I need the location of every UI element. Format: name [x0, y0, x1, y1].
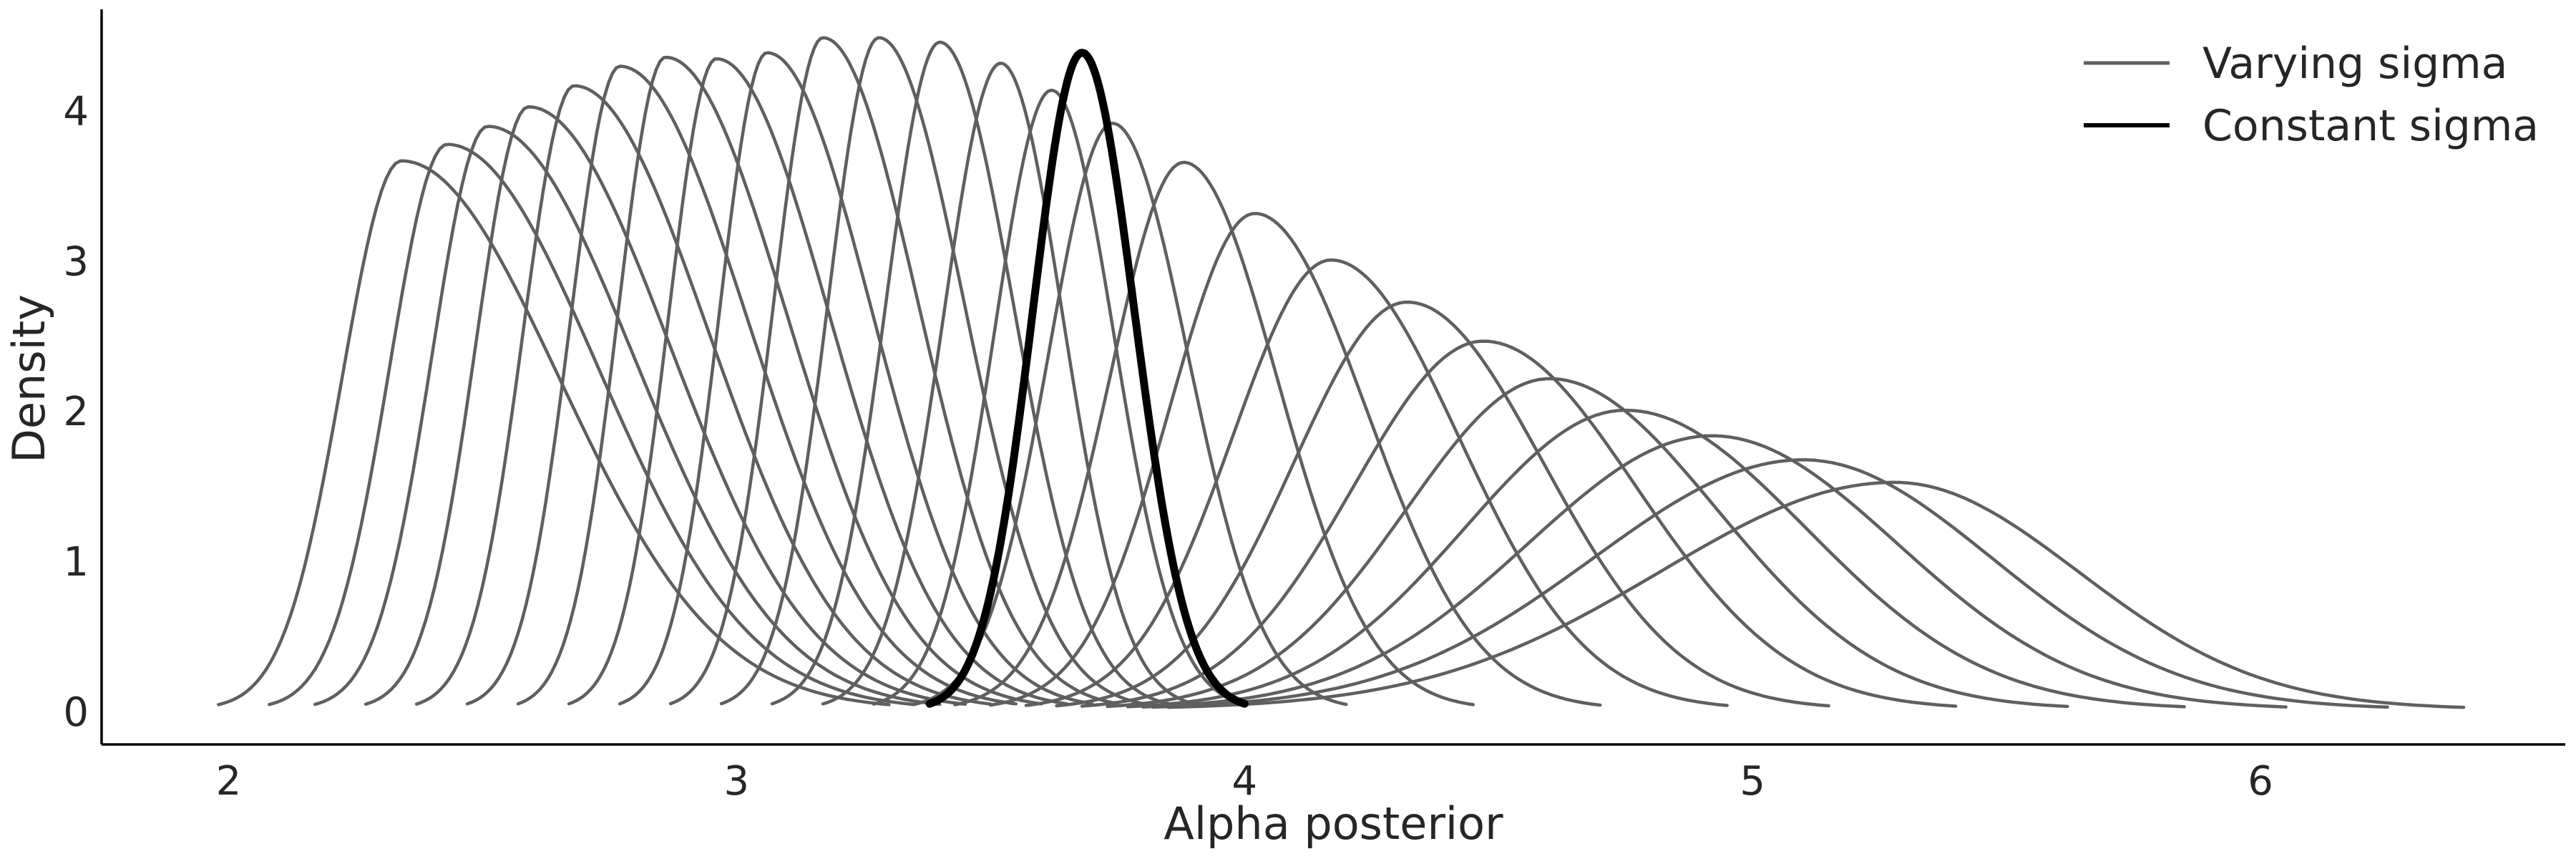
varying-sigma-curve	[465, 64, 1018, 706]
varying-sigma-curve	[313, 125, 942, 707]
varying-sigma-curve	[989, 211, 1602, 707]
x-tick-label: 4	[1231, 758, 1257, 805]
x-tick-label: 2	[216, 758, 242, 805]
varying-sigma-curve	[1080, 339, 1958, 708]
density-curves	[217, 36, 2466, 709]
x-tick-label: 5	[1740, 758, 1765, 805]
x-axis-label: Alpha posterior	[1163, 797, 1503, 850]
varying-sigma-curve	[821, 62, 1196, 706]
x-tick-label: 6	[2248, 758, 2273, 805]
varying-sigma-curve	[1141, 434, 2288, 709]
varying-sigma-curve	[516, 55, 1043, 706]
legend-label-varying-sigma: Varying sigma	[2202, 39, 2507, 89]
y-axis-label: Density	[3, 294, 55, 463]
y-tick-label: 2	[63, 389, 89, 435]
varying-sigma-curve	[414, 84, 992, 706]
varying-sigma-curve	[364, 105, 967, 707]
x-tick-labels: 2 3 4 5 6	[216, 758, 2273, 805]
y-tick-label: 1	[63, 539, 89, 586]
varying-sigma-curve	[1126, 408, 2186, 709]
varying-sigma-curve	[953, 160, 1475, 707]
varying-sigma-curve	[770, 40, 1171, 706]
varying-sigma-curve	[912, 122, 1348, 707]
legend: Varying sigma Constant sigma	[2084, 39, 2539, 151]
varying-sigma-curve	[1151, 458, 2389, 709]
varying-sigma-curve	[1166, 480, 2466, 709]
legend-label-constant-sigma: Constant sigma	[2202, 101, 2539, 151]
varying-sigma-curve	[1055, 300, 1830, 708]
x-tick-label: 3	[724, 758, 750, 805]
y-tick-label: 4	[63, 88, 89, 135]
varying-sigma-curve	[872, 88, 1246, 706]
varying-sigma-curve	[567, 57, 1069, 706]
axes	[100, 9, 2565, 746]
varying-sigma-curve	[217, 159, 891, 707]
y-tick-label: 0	[63, 689, 89, 736]
varying-sigma-curve	[618, 51, 1094, 706]
y-tick-labels: 0 1 2 3 4	[63, 88, 89, 735]
constant-sigma-curve	[925, 49, 1249, 708]
varying-sigma-curve	[1106, 377, 2069, 709]
varying-sigma-curve	[268, 142, 917, 707]
varying-sigma-curve	[1024, 258, 1729, 707]
y-tick-label: 3	[63, 238, 89, 285]
varying-sigma-curve	[668, 36, 1120, 706]
